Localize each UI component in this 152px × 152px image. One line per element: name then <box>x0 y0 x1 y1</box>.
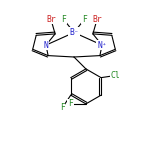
Text: B⁻: B⁻ <box>69 28 79 37</box>
Text: F: F <box>68 99 73 108</box>
Text: F: F <box>61 15 66 24</box>
Text: Br: Br <box>92 15 102 24</box>
Text: N: N <box>44 41 48 50</box>
Text: N⁺: N⁺ <box>97 41 107 50</box>
Text: F: F <box>60 103 65 112</box>
Text: Br: Br <box>46 15 56 24</box>
Text: Cl: Cl <box>110 71 120 80</box>
Text: F: F <box>82 15 87 24</box>
